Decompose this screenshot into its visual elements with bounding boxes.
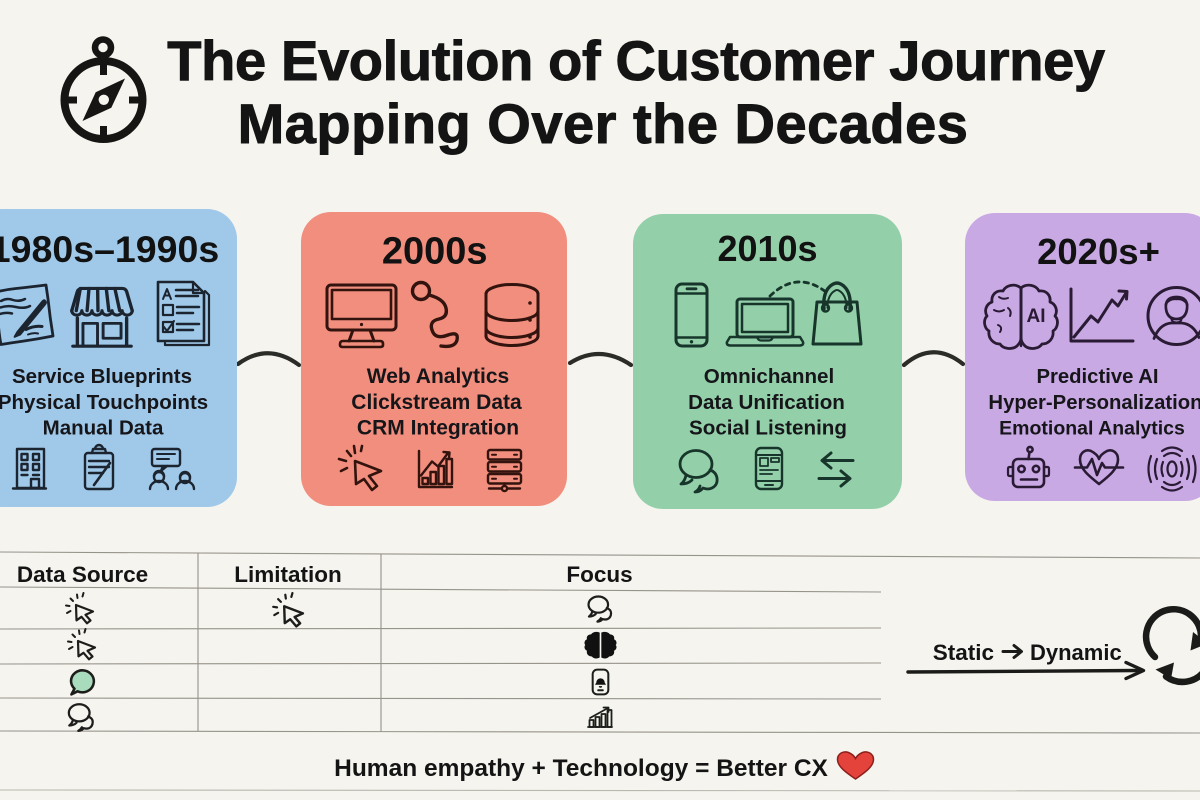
svg-text:The Evolution of Customer Jour: The Evolution of Customer Journey: [167, 29, 1105, 92]
svg-text:Social Listening: Social Listening: [689, 417, 847, 440]
svg-text:Manual Data: Manual Data: [43, 417, 164, 440]
svg-text:Limitation: Limitation: [234, 562, 342, 587]
svg-text:Human empathy + Technology = B: Human empathy + Technology = Better CX: [334, 755, 828, 782]
svg-text:Physical Touchpoints: Physical Touchpoints: [0, 391, 208, 414]
svg-text:AI: AI: [1027, 306, 1046, 327]
svg-text:Predictive AI: Predictive AI: [1036, 366, 1158, 388]
svg-text:2010s: 2010s: [717, 228, 817, 269]
svg-text:Dynamic: Dynamic: [1030, 640, 1122, 665]
svg-text:Static: Static: [933, 640, 994, 665]
svg-text:Focus: Focus: [566, 562, 632, 587]
svg-text:Web Analytics: Web Analytics: [367, 365, 509, 388]
svg-text:Data Unification: Data Unification: [688, 391, 845, 414]
svg-text:2000s: 2000s: [382, 231, 488, 273]
svg-text:Emotional Analytics: Emotional Analytics: [999, 418, 1185, 440]
svg-text:Service Blueprints: Service Blueprints: [12, 365, 192, 388]
svg-text:Clickstream Data: Clickstream Data: [351, 391, 522, 414]
svg-text:Mapping Over the Decades: Mapping Over the Decades: [238, 92, 969, 155]
svg-text:2020s+: 2020s+: [1037, 231, 1160, 272]
svg-text:Omnichannel: Omnichannel: [704, 365, 834, 388]
svg-text:1980s–1990s: 1980s–1990s: [0, 228, 219, 270]
svg-text:Hyper-Personalization: Hyper-Personalization: [988, 392, 1200, 414]
svg-text:CRM Integration: CRM Integration: [357, 417, 519, 440]
svg-text:Data Source: Data Source: [17, 562, 148, 587]
